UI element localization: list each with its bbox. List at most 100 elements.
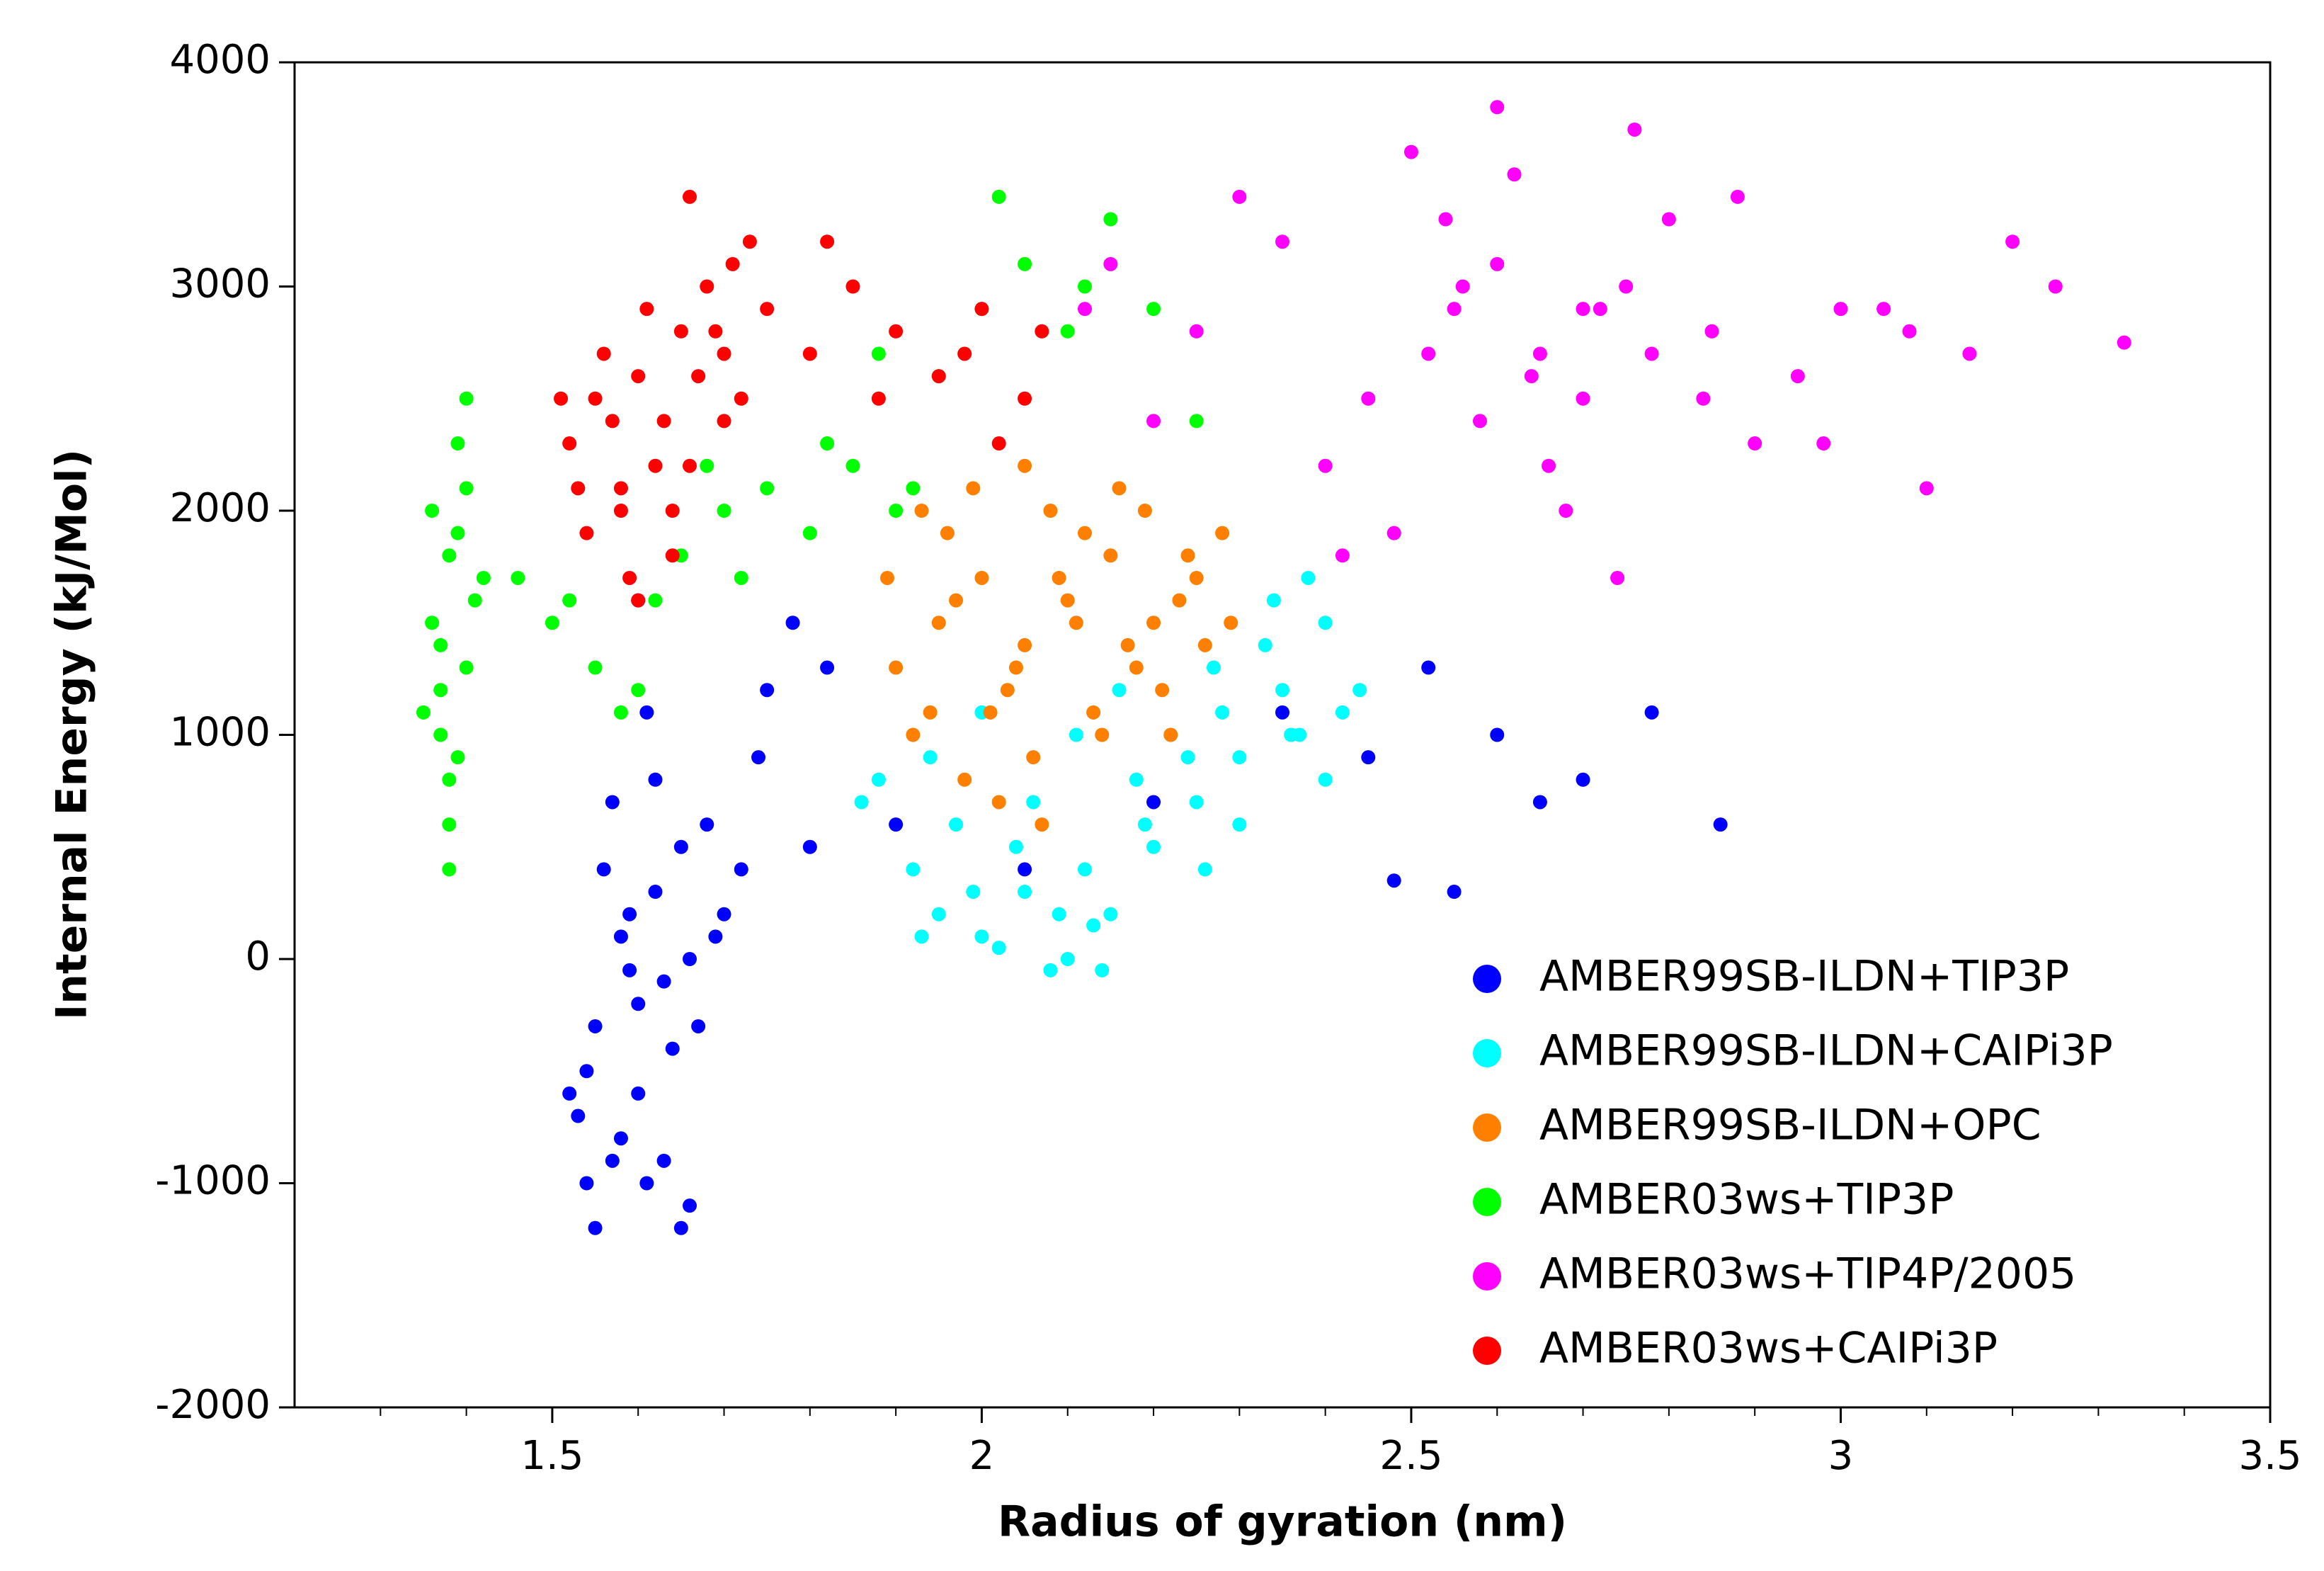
point (991, 436, 1006, 451)
point (1447, 302, 1462, 317)
point (700, 279, 714, 294)
point (1232, 817, 1247, 832)
point (1018, 458, 1032, 473)
y-tick-label: -2000 (155, 1382, 270, 1428)
x-tick-label: 2 (969, 1433, 995, 1479)
point (1146, 302, 1161, 317)
point (1386, 526, 1401, 540)
legend-marker (1473, 1039, 1501, 1067)
point (1593, 302, 1607, 317)
point (1095, 727, 1110, 742)
point (683, 952, 697, 966)
point (957, 346, 972, 361)
point (1026, 750, 1041, 765)
point (562, 593, 577, 608)
point (974, 570, 989, 585)
point (433, 727, 448, 742)
point (433, 683, 448, 698)
point (588, 1019, 603, 1033)
point (1275, 705, 1289, 720)
legend-label: AMBER03ws+TIP3P (1539, 1175, 1954, 1225)
point (820, 234, 835, 249)
point (1129, 660, 1144, 675)
legend-label: AMBER03ws+CAIPi3P (1539, 1324, 1998, 1373)
point (966, 481, 981, 496)
point (949, 593, 964, 608)
point (683, 1198, 697, 1213)
point (639, 302, 654, 317)
point (1060, 593, 1075, 608)
point (845, 458, 860, 473)
point (1155, 683, 1170, 698)
point (1197, 862, 1212, 877)
point (1644, 346, 1659, 361)
point (613, 1131, 628, 1146)
point (1103, 907, 1118, 921)
point (683, 189, 697, 204)
point (622, 963, 637, 977)
point (579, 1064, 594, 1079)
point (820, 660, 835, 675)
point (871, 391, 886, 406)
point (1619, 279, 1634, 294)
point (554, 391, 569, 406)
point (931, 616, 946, 630)
point (545, 616, 559, 630)
point (1069, 727, 1083, 742)
point (622, 570, 637, 585)
legend-marker (1473, 1188, 1501, 1216)
point (1146, 839, 1161, 854)
point (1018, 885, 1032, 900)
point (433, 637, 448, 652)
point (2005, 234, 2020, 249)
point (1086, 918, 1101, 933)
point (931, 369, 946, 384)
point (1078, 279, 1092, 294)
point (914, 929, 929, 944)
point (1206, 660, 1221, 675)
point (1532, 795, 1547, 810)
point (631, 369, 646, 384)
point (708, 324, 723, 339)
point (1833, 302, 1848, 317)
x-tick-label: 3 (1828, 1433, 1854, 1479)
point (691, 369, 706, 384)
point (1112, 683, 1127, 698)
point (631, 1086, 646, 1101)
y-tick-label: -1000 (155, 1158, 270, 1204)
point (1661, 212, 1676, 227)
point (966, 885, 981, 900)
point (588, 1220, 603, 1235)
y-tick-label: 2000 (169, 485, 270, 531)
point (871, 772, 886, 787)
point (1318, 772, 1333, 787)
point (442, 817, 457, 832)
point (1335, 705, 1350, 720)
point (656, 1153, 671, 1168)
point (914, 504, 929, 518)
point (880, 570, 894, 585)
point (511, 570, 525, 585)
legend-marker (1473, 965, 1501, 993)
legend-marker (1473, 1113, 1501, 1142)
point (760, 683, 775, 698)
point (906, 727, 921, 742)
point (820, 436, 835, 451)
point (691, 1019, 706, 1033)
point (613, 705, 628, 720)
point (889, 817, 904, 832)
point (613, 504, 628, 518)
point (1112, 481, 1127, 496)
point (665, 548, 680, 563)
point (785, 616, 800, 630)
point (889, 324, 904, 339)
point (1748, 436, 1762, 451)
point (673, 1220, 688, 1235)
point (1361, 750, 1376, 765)
point (1180, 548, 1195, 563)
point (734, 570, 748, 585)
legend-marker (1473, 1337, 1501, 1365)
point (1146, 616, 1161, 630)
point (648, 458, 663, 473)
